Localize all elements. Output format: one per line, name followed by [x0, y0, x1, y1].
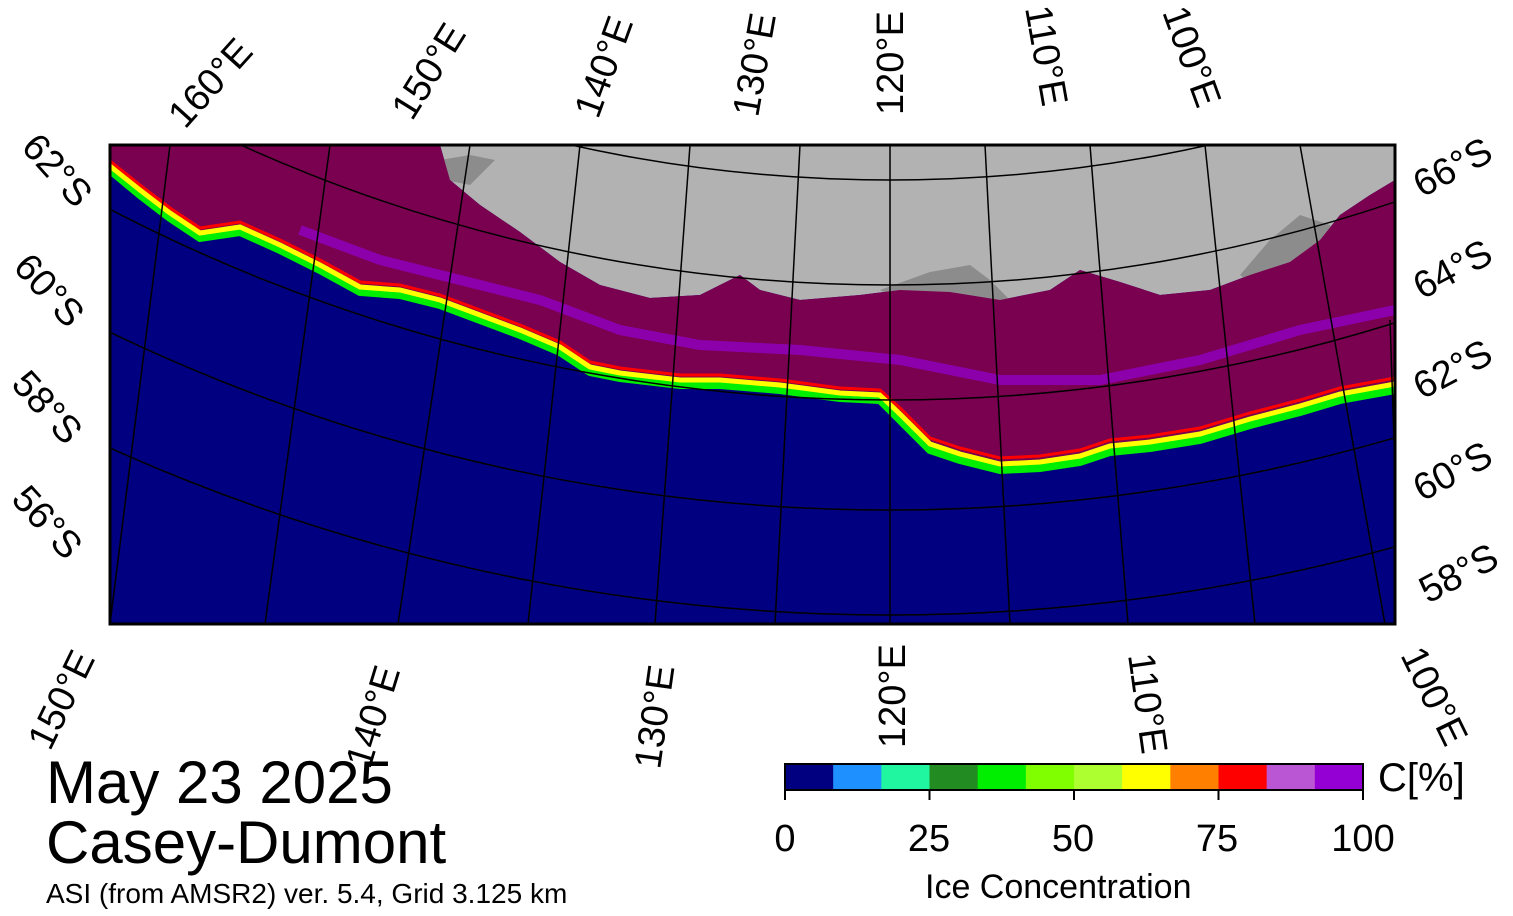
top-lon-label: 100°E	[1154, 1, 1229, 113]
left-lat-label: 56°S	[3, 478, 90, 568]
top-lon-label: 140°E	[567, 11, 642, 123]
top-lon-label: 120°E	[870, 11, 912, 115]
colorbar-swatch	[1266, 764, 1316, 790]
ice-purple-band	[298, 225, 1395, 385]
left-lat-label: 62°S	[13, 126, 100, 216]
right-lat-label: 60°S	[1407, 434, 1500, 510]
ice-edge-green	[110, 166, 1395, 475]
bottom-lon-label: 130°E	[627, 662, 683, 771]
left-lat-label: 58°S	[3, 363, 90, 453]
colorbar-swatch	[1218, 764, 1268, 790]
bottom-lon-label: 100°E	[1392, 641, 1475, 753]
region-name: Casey-Dumont	[46, 809, 447, 876]
colorbar-swatch	[1074, 764, 1123, 790]
longitude-line	[1089, 145, 1129, 624]
sea-ice-pack	[110, 145, 1395, 470]
right-lat-label: 62°S	[1407, 332, 1500, 408]
longitude-line	[110, 145, 171, 624]
right-lat-label: 64°S	[1407, 232, 1500, 308]
colorbar-swatch	[977, 764, 1027, 790]
bottom-lon-label: 150°E	[20, 644, 103, 756]
colorbar-swatch	[1122, 764, 1171, 790]
colorbar-tick-label: 0	[774, 818, 796, 860]
colorbar-swatch	[1170, 764, 1219, 790]
right-lat-label: 58°S	[1413, 536, 1506, 612]
colorbar-swatch	[1025, 764, 1075, 790]
colorbar-swatch	[833, 764, 882, 790]
longitude-line	[1299, 145, 1386, 624]
right-lat-label: 66°S	[1407, 130, 1500, 206]
longitude-line	[397, 145, 471, 624]
colorbar	[784, 763, 1364, 800]
colorbar-swatch	[881, 764, 930, 790]
top-lon-label: 150°E	[384, 16, 475, 126]
top-lon-label: 110°E	[1016, 2, 1075, 109]
colorbar-tick-label: 75	[1195, 818, 1239, 860]
colorbar-tick-label: 50	[1051, 818, 1095, 860]
ice-edge-yellow	[110, 164, 1395, 467]
colorbar-swatch	[1314, 764, 1364, 790]
bottom-lon-label: 110°E	[1119, 650, 1175, 756]
longitude-line	[527, 145, 581, 624]
ice-edge-red	[110, 159, 1395, 460]
colorbar-swatch	[785, 764, 834, 790]
top-lon-label: 130°E	[726, 10, 785, 120]
colorbar-unit: C[%]	[1378, 756, 1465, 800]
land-antarctica	[440, 145, 1395, 300]
data-source-note: ASI (from AMSR2) ver. 5.4, Grid 3.125 km	[46, 878, 568, 909]
longitude-line	[654, 145, 691, 624]
left-lat-label: 60°S	[5, 246, 92, 336]
map-date: May 23 2025	[46, 749, 393, 816]
longitude-line	[774, 145, 801, 624]
colorbar-swatch	[929, 764, 979, 790]
top-lon-label: 160°E	[160, 31, 261, 136]
colorbar-tick-label: 100	[1331, 818, 1395, 860]
colorbar-tick-label: 25	[907, 818, 951, 860]
ice-shelf	[440, 155, 495, 185]
bottom-lon-label: 120°E	[872, 644, 914, 748]
longitude-line	[1204, 145, 1256, 624]
longitude-line	[984, 145, 1011, 624]
colorbar-title: Ice Concentration	[925, 868, 1192, 906]
longitude-line	[264, 145, 331, 624]
map-frame	[108, 143, 1397, 626]
